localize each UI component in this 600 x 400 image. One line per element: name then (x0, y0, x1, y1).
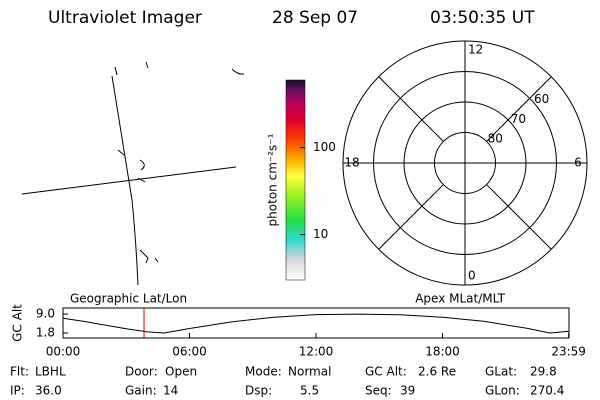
mlat-label: 60 (534, 92, 549, 106)
x-tick-label: 18:00 (425, 345, 460, 359)
info-value: 36.0 (35, 384, 62, 398)
info-label: GLat: (485, 365, 517, 379)
info-label: Seq: (365, 384, 392, 398)
colorbar-tick-label: 10 (313, 227, 328, 241)
info-label: GC Alt: (365, 365, 407, 379)
info-value: Normal (288, 365, 331, 379)
altitude-strip: Geographic Lat/Lon Apex MLat/MLT GC Alt … (11, 292, 586, 359)
info-label: Door: (125, 365, 158, 379)
info-value: Open (165, 365, 197, 379)
mlt-label: 0 (468, 269, 476, 283)
info-value: LBHL (35, 365, 66, 379)
info-value: 39 (400, 384, 415, 398)
info-value: 270.4 (530, 384, 564, 398)
mlt-label: 18 (344, 156, 359, 170)
date: 28 Sep 07 (272, 8, 358, 28)
diagonal-line (378, 76, 444, 142)
diagonal-line (486, 76, 552, 142)
y-tick-label: 1.8 (36, 326, 55, 340)
altitude-line (62, 313, 570, 334)
info-value: 14 (163, 384, 178, 398)
instrument: Ultraviolet Imager (48, 8, 202, 28)
geographic-map (21, 61, 245, 286)
x-tick-label: 00:00 (46, 345, 81, 359)
diagonal-line (378, 184, 444, 250)
y-axis-label: GC Alt (11, 304, 25, 342)
colorbar (285, 79, 306, 281)
info-value: 5.5 (300, 384, 319, 398)
diagonal-line (486, 184, 552, 250)
mlt-label: 6 (574, 156, 582, 170)
info-label: Gain: (125, 384, 157, 398)
x-tick-label: 23:59 (551, 345, 586, 359)
mlat-label: 70 (511, 112, 526, 126)
info-label: GLon: (485, 384, 520, 398)
info-label: Dsp: (245, 384, 272, 398)
colorbar-tick-label: 100 (313, 140, 336, 154)
mlt-label: 12 (468, 43, 483, 57)
info-label: Flt: (10, 365, 29, 379)
mlat-label: 80 (488, 132, 503, 146)
info-label: Mode: (245, 365, 282, 379)
time: 03:50:35 UT (430, 8, 535, 28)
x-tick-label: 06:00 (172, 345, 207, 359)
x-tick-label: 12:00 (299, 345, 334, 359)
y-tick-label: 9.0 (36, 307, 55, 321)
info-value: 29.8 (530, 365, 557, 379)
info-panel: Flt: LBHL Door: Open Mode: Normal GC Alt: 2.6 R… (10, 365, 564, 398)
colorbar-label: photon cm⁻²s⁻¹ (266, 133, 280, 226)
strip-title-right: Apex MLat/MLT (415, 292, 505, 306)
strip-title-left: Geographic Lat/Lon (70, 292, 187, 306)
info-value: 2.6 Re (418, 365, 456, 379)
info-label: IP: (10, 384, 25, 398)
